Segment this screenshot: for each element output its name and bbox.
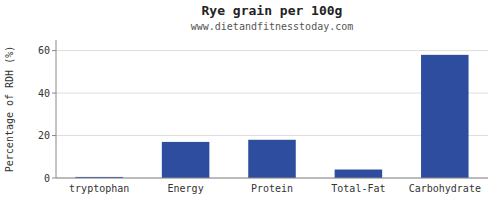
x-axis-line: [56, 178, 488, 179]
bar: [162, 142, 210, 178]
tick-label: tryptophan: [69, 183, 129, 194]
title: Rye grain per 100g: [202, 3, 343, 18]
tick-label: Total-Fat: [331, 183, 385, 194]
bar: [335, 170, 383, 178]
tick-label: 20: [38, 130, 50, 141]
tick-mark: [52, 178, 56, 179]
y-ticks: 0 20 40 60: [38, 45, 56, 183]
bars: [75, 55, 468, 178]
bar: [421, 55, 469, 178]
y-axis-label: Percentage of RDH (%): [4, 46, 15, 172]
subtitle: www.dietandfitnesstoday.com: [191, 21, 354, 32]
tick-label: Energy: [168, 183, 204, 194]
chart: Rye grain per 100g www.dietandfitnesstoda…: [0, 0, 500, 200]
tick-label: 40: [38, 88, 50, 99]
tick-mark: [52, 93, 56, 94]
bar: [248, 140, 296, 178]
x-ticks: tryptophan Energy Protein Total-Fat Carbohyd…: [69, 183, 481, 194]
tick-label: Protein: [251, 183, 293, 194]
tick-mark: [52, 135, 56, 136]
grid: [56, 51, 488, 178]
tick-label: Carbohydrate: [409, 183, 481, 194]
tick-label: 0: [44, 173, 50, 184]
grid-line: [56, 178, 488, 179]
tick-mark: [52, 50, 56, 51]
tick-label: 60: [38, 45, 50, 56]
y-axis-line: [56, 40, 57, 178]
grid-line: [56, 50, 488, 51]
